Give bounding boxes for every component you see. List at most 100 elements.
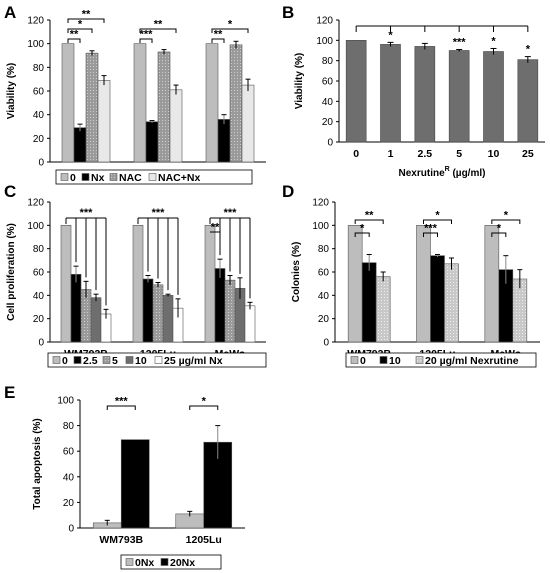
panel-e-category-label: WM793B xyxy=(99,534,143,546)
panel-d-bar-1205lu-1 xyxy=(430,255,445,343)
panel-a-legend-swatch xyxy=(148,173,157,181)
panel-d-significance-bracket xyxy=(354,232,370,237)
panel-a-significance-label: * xyxy=(228,19,233,31)
panel-c-significance-label: ** xyxy=(211,222,220,234)
panel-e-legend-box xyxy=(120,554,222,570)
panel-b-y-tick-label: 100 xyxy=(316,36,333,47)
panel-b-y-tick-label: 80 xyxy=(322,56,334,67)
panel-c-legend-label: 2.5 xyxy=(83,355,98,367)
panel-a-y-tick-label: 120 xyxy=(27,16,44,27)
panel-a-significance-label: ** xyxy=(214,29,223,41)
panel-b-y-tick-label: 0 xyxy=(327,138,333,149)
panel-e-y-tick-label: 100 xyxy=(57,396,74,407)
panel-b-y-tick-label: 40 xyxy=(322,97,334,108)
panel-c-y-tick-label: 120 xyxy=(27,198,44,209)
panel-d-significance-bracket xyxy=(423,219,452,224)
panel-b-bar-dose-4 xyxy=(483,51,504,143)
panel-d-significance-label: ** xyxy=(365,210,374,222)
panel-a-significance-bracket xyxy=(67,38,81,43)
panel-e-legend-swatch xyxy=(125,558,134,566)
panel-d-y-tick-label: 0 xyxy=(323,338,329,349)
panel-label-b: B xyxy=(282,3,294,22)
panel-c-significance-label: *** xyxy=(152,207,166,219)
panel-c-significance-label: *** xyxy=(224,207,238,219)
panel-b-y-tick-label: 20 xyxy=(322,117,334,128)
panel-b-significance-label: * xyxy=(526,44,531,56)
panel-c-bar-wm793b-1 xyxy=(70,274,82,343)
panel-e-y-tick-label: 20 xyxy=(63,498,75,509)
panel-a-y-tick-label: 60 xyxy=(33,87,45,98)
panel-e-legend-label: 20Nx xyxy=(170,557,195,569)
panel-c-bar-1205lu-1 xyxy=(142,278,154,343)
panel-d-legend-label: 0 xyxy=(360,355,366,367)
panel-a-significance-label: * xyxy=(78,19,83,31)
panel-c-y-tick-label: 100 xyxy=(27,221,44,232)
panel-a-significance-label: *** xyxy=(140,29,154,41)
panel-b-category-label: 25 xyxy=(522,148,534,160)
panel-c-legend-label: 0 xyxy=(62,355,68,367)
panel-e-y-tick-label: 80 xyxy=(63,421,75,432)
panel-a-significance-label: ** xyxy=(82,9,91,21)
panel-label-c: C xyxy=(4,182,16,201)
panel-e-legend-swatch xyxy=(160,558,169,566)
panel-c-legend-swatch xyxy=(102,356,111,364)
panel-a-y-tick-label: 80 xyxy=(33,63,45,74)
panel-c-bar-wm793b-3 xyxy=(90,297,102,343)
panel-a-bar-1205lu-0 xyxy=(133,43,147,163)
panel-b-category-label: 10 xyxy=(488,148,500,160)
panel-d-bar-wm793b-2 xyxy=(375,276,391,343)
panel-a-bar-wm793b-1 xyxy=(73,127,87,163)
panel-d-legend-swatch xyxy=(379,356,388,364)
panel-label-a: A xyxy=(4,3,16,22)
panel-b-bar-dose-2 xyxy=(414,46,436,143)
panel-a-legend-label: NAC+Nx xyxy=(158,172,200,184)
panel-b-x-axis-label-unit: (µg/ml) xyxy=(450,168,486,179)
panel-d-legend-swatch xyxy=(415,356,424,364)
panel-a-y-tick-label: 40 xyxy=(33,110,45,121)
panel-a-bar-wm793b-2 xyxy=(85,52,99,163)
panel-b-y-tick-label: 60 xyxy=(322,77,334,88)
panel-d-y-tick-label: 80 xyxy=(318,244,330,255)
panel-b-bar-dose-5 xyxy=(517,59,539,143)
panel-b-y-axis-label: Viability (%) xyxy=(294,53,305,110)
panel-a-significance-bracket xyxy=(139,28,177,33)
panel-a-bar-1205lu-3 xyxy=(169,89,183,163)
panel-e-significance-label: * xyxy=(202,396,207,408)
panel-b-x-axis-label-main: Nexrutine xyxy=(399,168,446,179)
panel-a-legend-label: Nx xyxy=(91,172,105,184)
panel-c-bar-mewo-0 xyxy=(204,225,216,343)
panel-b-category-label: 1 xyxy=(388,148,394,160)
panel-a-bar-1205lu-2 xyxy=(157,51,171,163)
panel-b-x-axis-label-sup: R xyxy=(445,166,450,173)
panel-c-legend-label: 25 µg/ml Nx xyxy=(164,355,223,367)
panel-c-y-axis-label: Cell proliferation (%) xyxy=(6,223,17,321)
panel-c-bar-1205lu-3 xyxy=(162,295,174,343)
panel-d-y-tick-label: 60 xyxy=(318,268,330,279)
panel-d-y-axis-label: Colonies (%) xyxy=(291,242,302,303)
panel-e-y-tick-label: 60 xyxy=(63,447,75,458)
panel-d-legend-box xyxy=(345,352,537,368)
panel-e-significance-bracket xyxy=(106,405,136,410)
panel-e-significance-bracket xyxy=(189,405,219,410)
panel-a-bar-wm793b-3 xyxy=(97,80,111,163)
panel-d-y-tick-label: 40 xyxy=(318,291,330,302)
panel-a-significance-bracket xyxy=(67,28,93,33)
panel-d-significance-label: * xyxy=(435,210,440,222)
panel-e-bar-wm793b-1 xyxy=(120,439,150,529)
panel-b-bar-dose-1 xyxy=(380,44,401,143)
panel-b-significance-label: * xyxy=(491,35,496,47)
panel-d-bar-wm793b-0 xyxy=(347,225,363,343)
panel-e-legend-label: 0Nx xyxy=(135,557,154,569)
panel-a-bar-mewo-3 xyxy=(241,84,255,163)
panel-a-y-axis-label: Viability (%) xyxy=(6,63,17,120)
panel-a-legend-swatch xyxy=(81,173,90,181)
panel-a-bar-mewo-1 xyxy=(217,119,231,163)
panel-a-legend-label: 0 xyxy=(70,172,76,184)
panel-d-bar-mewo-2 xyxy=(512,278,528,343)
panel-a-significance-bracket xyxy=(211,38,225,43)
panel-c-legend-label: 5 xyxy=(112,355,118,367)
panel-c-bar-mewo-2 xyxy=(224,279,236,343)
panel-e-y-tick-label: 0 xyxy=(68,524,74,535)
